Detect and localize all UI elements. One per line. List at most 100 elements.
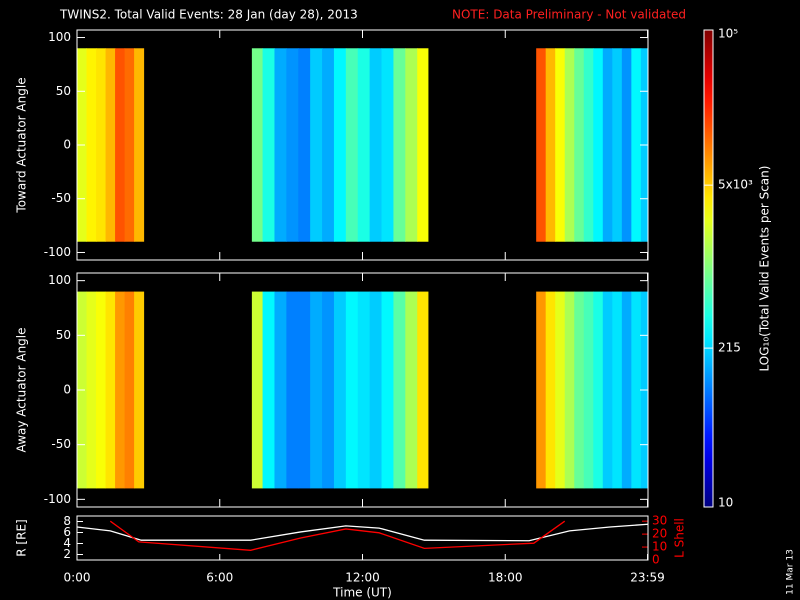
- colorbar-tick-label: 10: [718, 496, 733, 510]
- heat-cell: [564, 48, 575, 242]
- heat-cell: [555, 48, 566, 242]
- heat-cell: [602, 48, 613, 242]
- y-axis-label: Toward Actuator Angle: [15, 77, 29, 213]
- heat-cell: [322, 48, 335, 242]
- heat-cell: [369, 48, 383, 242]
- heat-cell: [621, 291, 632, 489]
- heat-cell: [612, 291, 623, 489]
- heat-cell: [381, 48, 394, 242]
- y-tick-label: 6: [63, 525, 71, 539]
- heat-cell: [574, 48, 585, 242]
- heat-cell: [564, 291, 575, 489]
- x-axis-label: Time (UT): [332, 586, 392, 600]
- series-line: [109, 520, 566, 551]
- heat-cell: [333, 291, 347, 489]
- y-tick-label: 0: [63, 138, 71, 152]
- plot-area: [77, 520, 648, 551]
- note: NOTE: Data Preliminary - Not validated: [452, 8, 686, 22]
- heat-cell: [583, 291, 594, 489]
- heat-cell: [115, 291, 126, 489]
- heat-cell: [602, 291, 613, 489]
- heat-cell: [612, 48, 623, 242]
- x-tick-label: 12:00: [345, 571, 380, 585]
- plot-frame: [76, 515, 649, 561]
- heat-cell: [286, 48, 299, 242]
- heat-cell: [86, 48, 97, 242]
- colorbar-tick-label: 215: [718, 341, 741, 355]
- heat-cell: [369, 291, 383, 489]
- heat-cell: [134, 48, 145, 242]
- y2-tick-label: 20: [652, 527, 667, 541]
- heat-cell: [574, 291, 585, 489]
- heat-cell: [405, 291, 418, 489]
- x-tick-label: 23:59: [630, 571, 665, 585]
- heat-cell: [417, 291, 429, 489]
- heat-cell: [631, 48, 642, 242]
- heat-cell: [357, 48, 371, 242]
- series-line: [77, 523, 648, 542]
- y-tick-label: 50: [56, 84, 71, 98]
- x-tick-label: 0:00: [64, 571, 91, 585]
- heat-cell: [86, 291, 97, 489]
- heat-cell: [124, 291, 135, 489]
- heat-cell: [536, 291, 547, 489]
- heat-cell: [345, 48, 359, 242]
- heat-cell: [345, 291, 359, 489]
- chart-title: TWINS2. Total Valid Events: 28 Jan (day …: [59, 8, 358, 22]
- heat-cell: [310, 291, 323, 489]
- heat-cell: [105, 291, 116, 489]
- heat-cell: [393, 48, 406, 242]
- heat-cell: [393, 291, 406, 489]
- heat-cell: [545, 291, 556, 489]
- heat-cell: [105, 48, 116, 242]
- colorbar: [703, 29, 714, 508]
- heat-cell: [631, 291, 642, 489]
- y-tick-label: 8: [63, 514, 71, 528]
- heat-cell: [583, 48, 594, 242]
- y-tick-label: 2: [63, 547, 71, 561]
- heat-cell: [298, 291, 311, 489]
- heat-cell: [251, 291, 264, 489]
- y2-axis-label: L Shell: [673, 518, 687, 558]
- heat-cell: [333, 48, 347, 242]
- colorbar-tick-label: 10⁵: [718, 27, 738, 41]
- plot-frame: [76, 29, 649, 261]
- heat-cell: [298, 48, 311, 242]
- x-tick-label: 18:00: [488, 571, 523, 585]
- heat-cell: [593, 48, 604, 242]
- heat-cell: [555, 291, 566, 489]
- heat-cell: [96, 291, 107, 489]
- heat-cell: [322, 291, 335, 489]
- y-tick-label: -100: [44, 492, 71, 506]
- y-tick-label: 50: [56, 328, 71, 342]
- y-tick-label: 100: [48, 30, 71, 44]
- y2-tick-label: 0: [652, 553, 660, 567]
- colorbar-label: LOG₁₀(Total Valid Events per Scan): [758, 166, 772, 372]
- y-tick-label: 0: [63, 383, 71, 397]
- heat-cell: [115, 48, 126, 242]
- heat-cell: [286, 291, 299, 489]
- heat-cell: [134, 291, 145, 489]
- y2-tick-label: 30: [652, 514, 667, 528]
- heat-cell: [124, 48, 135, 242]
- heat-cell: [274, 48, 287, 242]
- heat-cell: [251, 48, 264, 242]
- colorbar-tick-label: 5x10³: [718, 178, 753, 192]
- heat-cell: [274, 291, 287, 489]
- heat-cell: [310, 48, 323, 242]
- y-tick-label: -50: [51, 437, 71, 451]
- y-axis-label: R [RE]: [15, 519, 29, 556]
- x-tick-label: 6:00: [206, 571, 233, 585]
- plot-frame: [76, 272, 649, 508]
- heat-cell: [536, 48, 547, 242]
- heat-cell: [357, 291, 371, 489]
- heat-cell: [262, 48, 275, 242]
- heat-cell: [381, 291, 394, 489]
- heat-cell: [405, 48, 418, 242]
- y2-tick-label: 10: [652, 540, 667, 554]
- heat-cell: [417, 48, 429, 242]
- y-tick-label: 4: [63, 536, 71, 550]
- heat-cell: [96, 48, 107, 242]
- heat-cell: [593, 291, 604, 489]
